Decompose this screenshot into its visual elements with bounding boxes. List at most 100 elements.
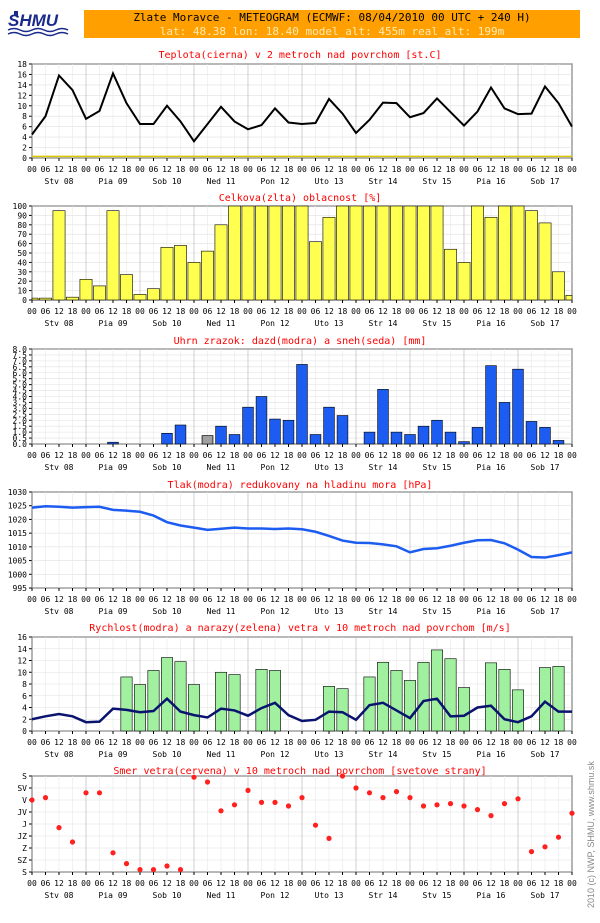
cloud-bar: [52, 210, 66, 301]
day-label: Uto 13: [315, 319, 344, 328]
x-tick-label: 18: [554, 879, 564, 888]
y-tick-label: 4.0: [13, 393, 28, 402]
y-tick-label: 0: [22, 727, 27, 736]
x-tick-label: 18: [176, 307, 186, 316]
y-tick-label: 10: [17, 102, 27, 111]
x-tick-label: 06: [473, 738, 483, 747]
y-tick-label: 0: [22, 296, 27, 305]
x-tick-label: 06: [41, 451, 51, 460]
x-tick-label: 00: [459, 879, 469, 888]
day-label: Pia 16: [477, 607, 506, 616]
location-info: lat: 48.38 lon: 18.40 model_alt: 455m re…: [159, 25, 505, 38]
x-tick-label: 06: [203, 595, 213, 604]
cloud-bar: [66, 296, 79, 301]
x-tick-label: 12: [324, 307, 334, 316]
cloud-bar: [174, 245, 187, 301]
x-tick-label: 06: [257, 307, 267, 316]
x-tick-label: 12: [216, 595, 226, 604]
x-tick-label: 12: [432, 165, 442, 174]
rain-bar: [269, 418, 281, 445]
x-tick-label: 00: [189, 165, 199, 174]
gust-bar: [390, 670, 403, 732]
y-tick-label: 1005: [8, 557, 27, 566]
x-tick-label: 12: [54, 595, 64, 604]
y-tick-label: 16: [17, 70, 27, 79]
panel-pressure: [29, 491, 573, 591]
rain-bar: [323, 406, 335, 445]
rain-bar: [161, 433, 173, 445]
gust-bar: [228, 674, 241, 732]
rain-bar: [309, 434, 322, 445]
day-label: Pon 12: [261, 177, 290, 186]
x-tick-label: 18: [392, 595, 402, 604]
x-tick-label: 12: [162, 451, 172, 460]
gust-bar: [539, 667, 551, 732]
day-label: Pon 12: [261, 750, 290, 759]
x-tick-label: 12: [54, 879, 64, 888]
x-tick-label: 18: [68, 879, 78, 888]
copyright-vertical: 2010 (c) NWP, SHMU, www.shmu.sk: [586, 761, 596, 908]
wind-direction-point: [353, 785, 359, 791]
x-tick-label: 18: [230, 165, 240, 174]
rain-bar: [552, 440, 565, 445]
cloud-bar: [552, 271, 565, 301]
x-tick-label: 06: [311, 595, 321, 604]
cloud-bar: [484, 216, 498, 301]
y-tick-label: 40: [17, 258, 27, 267]
x-tick-label: 12: [108, 595, 118, 604]
x-tick-label: 18: [554, 165, 564, 174]
rain-bar: [525, 421, 538, 445]
rain-bar: [215, 425, 227, 445]
x-tick-label: 00: [27, 451, 37, 460]
rain-bar: [228, 434, 241, 445]
x-tick-label: 12: [540, 451, 550, 460]
y-tick-label: 8.0: [13, 345, 28, 354]
cloud-bar: [511, 205, 525, 301]
wind-direction-point: [285, 803, 292, 809]
day-label: Ned 11: [207, 891, 236, 900]
day-label: Stv 15: [423, 750, 452, 759]
x-tick-label: 12: [486, 738, 496, 747]
pressure-line: [31, 505, 573, 559]
cloud-bar: [255, 205, 268, 301]
x-tick-label: 18: [338, 165, 348, 174]
day-label: Ned 11: [207, 177, 236, 186]
x-tick-label: 06: [527, 165, 537, 174]
x-tick-label: 00: [243, 738, 253, 747]
gust-bar: [269, 670, 281, 732]
x-tick-label: 06: [527, 738, 537, 747]
logo-text: SHMU: [8, 11, 59, 30]
x-tick-label: 06: [149, 165, 159, 174]
gust-bar: [174, 661, 187, 732]
gust-bar: [161, 657, 173, 732]
cloud-bar: [214, 224, 228, 301]
day-label: Pon 12: [261, 891, 290, 900]
y-tick-label: S: [22, 772, 27, 781]
x-tick-label: 06: [473, 879, 483, 888]
cloud-bar: [282, 205, 295, 301]
x-tick-label: 00: [405, 165, 415, 174]
cloud-bar: [160, 247, 174, 301]
y-tick-label: 6.5: [13, 363, 28, 372]
cloud-bar: [471, 205, 484, 301]
wind-direction-point: [272, 799, 278, 806]
day-label: Sob 17: [531, 319, 560, 328]
gust-bar: [512, 689, 524, 732]
gust-bar: [444, 658, 457, 732]
wind-direction-point: [69, 839, 76, 845]
x-tick-label: 18: [500, 595, 510, 604]
gust-bar: [552, 666, 565, 732]
rain-bar: [296, 364, 308, 445]
x-tick-label: 06: [365, 307, 375, 316]
x-tick-label: 18: [500, 307, 510, 316]
x-tick-label: 06: [41, 307, 51, 316]
x-tick-label: 18: [284, 879, 294, 888]
day-label: Pon 12: [261, 607, 290, 616]
x-tick-label: 18: [284, 307, 294, 316]
day-label: Pia 09: [99, 607, 128, 616]
x-tick-label: 00: [135, 451, 145, 460]
x-tick-label: 00: [405, 595, 415, 604]
x-tick-label: 00: [567, 451, 577, 460]
x-tick-label: 18: [176, 451, 186, 460]
cloud-bar: [133, 294, 147, 301]
